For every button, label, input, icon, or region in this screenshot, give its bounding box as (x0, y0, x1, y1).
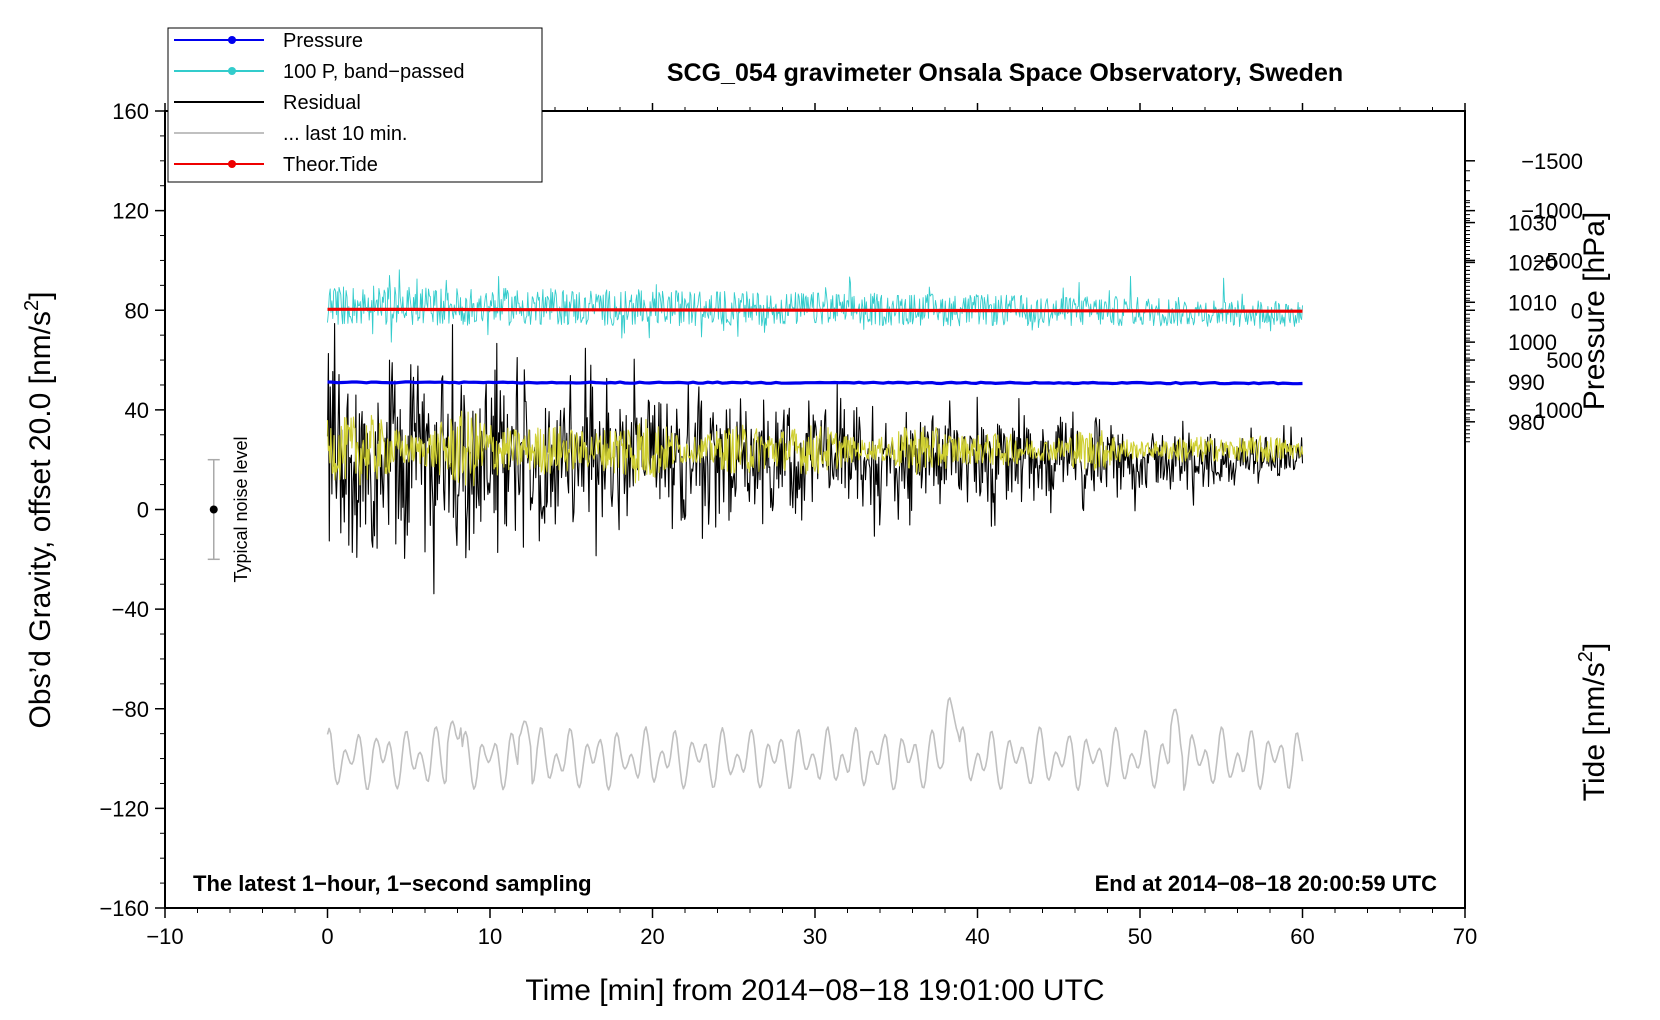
series-pressure (327, 380, 1303, 386)
series-last-10-min-detail (326, 697, 1304, 791)
y-tick-label: −80 (112, 697, 149, 722)
y-axis-left: 160 120 80 40 0 −40 −80 −120 −160 (99, 99, 165, 921)
x-tick-label: 70 (1453, 924, 1477, 949)
y-tick-label: −40 (112, 597, 149, 622)
y-axis-pressure-title: Pressure [hPa] (1578, 212, 1611, 410)
y-axis-left-title-main: Obs’d Gravity, offset 20.0 [nm/s (24, 311, 57, 728)
x-tick-label: 60 (1290, 924, 1314, 949)
tide-tick-label: −500 (1533, 248, 1583, 273)
pressure-tick-label: 1020 (1508, 250, 1557, 275)
noise-indicator-label: Typical noise level (231, 436, 251, 582)
y-axis-tide-title: Tide [nm/s2] (1575, 643, 1611, 801)
legend-label: ... last 10 min. (283, 123, 408, 145)
x-tick-label: 30 (803, 924, 827, 949)
y-tick-label: 80 (125, 298, 149, 323)
legend-label: Residual (283, 92, 361, 114)
x-tick-label: 10 (478, 924, 502, 949)
y-tick-label: −120 (99, 796, 149, 821)
legend-label: 100 P, band−passed (283, 61, 464, 83)
x-axis: −10 0 10 20 30 40 50 60 70 (146, 103, 1477, 949)
noise-center-dot (209, 505, 218, 514)
note-sampling: The latest 1−hour, 1−second sampling (193, 871, 592, 896)
legend-marker (228, 36, 236, 44)
y-tick-label: 0 (137, 498, 149, 523)
y-axis-left-title-sup: 2 (21, 300, 43, 311)
legend: Pressure 100 P, band−passed Residual ... la… (167, 27, 543, 183)
pressure-tick-label: 1000 (1508, 330, 1557, 355)
y-axis-tide-title-close: ] (1578, 643, 1611, 651)
tide-tick-label: −1500 (1521, 149, 1583, 174)
y-axis-tide-title-sup: 2 (1575, 651, 1597, 662)
x-axis-title: Time [min] from 2014−08−18 19:01:00 UTC (525, 974, 1104, 1007)
y-tick-label: 40 (125, 398, 149, 423)
legend-label: Pressure (283, 30, 363, 52)
tide-tick-label: 500 (1546, 348, 1583, 373)
x-tick-label: 20 (640, 924, 664, 949)
series-residual-band (326, 410, 1304, 487)
series-layer (326, 269, 1304, 791)
legend-items: Pressure 100 P, band−passed Residual ... la… (174, 30, 464, 176)
y-axis-tide-title-main: Tide [nm/s (1578, 662, 1611, 801)
x-tick-label: 40 (965, 924, 989, 949)
legend-marker (228, 160, 236, 168)
tide-tick-label: −1000 (1521, 199, 1583, 224)
tide-tick-label: 1000 (1534, 398, 1583, 423)
legend-box (167, 27, 543, 183)
chart-title: SCG_054 gravimeter Onsala Space Observat… (667, 59, 1343, 87)
y-axis-left-title-close: ] (24, 292, 57, 300)
legend-marker (228, 67, 236, 75)
series-theoretical-tide (327, 307, 1303, 313)
legend-label: Theor.Tide (283, 154, 378, 176)
y-axis-pressure: 980 990 1000 1010 1020 1030 (1465, 202, 1557, 443)
x-tick-label: 0 (321, 924, 333, 949)
noise-indicator (207, 458, 220, 561)
y-tick-label: −160 (99, 896, 149, 921)
pressure-tick-label: 1030 (1508, 211, 1557, 236)
x-tick-label: −10 (146, 924, 183, 949)
y-tick-label: 120 (112, 199, 149, 224)
tide-tick-label: 0 (1571, 298, 1583, 323)
pressure-tick-label: 990 (1508, 370, 1545, 395)
note-end-time: End at 2014−08−18 20:00:59 UTC (1095, 871, 1438, 896)
series-residual (326, 322, 1304, 595)
x-tick-label: 50 (1128, 924, 1152, 949)
y-axis-left-title: Obs’d Gravity, offset 20.0 [nm/s2] (21, 292, 57, 729)
pressure-tick-label: 1010 (1508, 290, 1557, 315)
pressure-tick-label: 980 (1508, 410, 1545, 435)
y-tick-label: 160 (112, 99, 149, 124)
